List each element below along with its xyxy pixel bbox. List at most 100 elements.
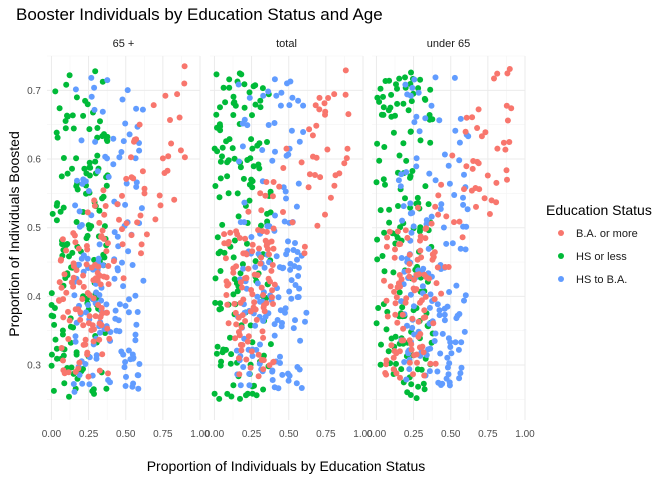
data-point — [128, 174, 135, 181]
data-point — [441, 317, 448, 324]
data-point — [96, 219, 103, 226]
data-point — [240, 296, 247, 303]
data-point — [90, 295, 97, 302]
data-point — [393, 370, 400, 377]
data-point — [128, 154, 134, 161]
data-point — [255, 227, 262, 233]
data-point — [227, 334, 233, 341]
data-point — [392, 311, 399, 318]
data-point — [400, 325, 407, 332]
data-point — [457, 370, 464, 377]
data-point — [377, 85, 384, 92]
data-point — [71, 388, 78, 395]
data-point — [181, 80, 188, 87]
data-point — [249, 339, 256, 346]
data-point — [59, 236, 66, 243]
data-point — [432, 330, 439, 337]
data-point — [386, 77, 393, 84]
data-point — [240, 265, 247, 272]
data-point — [96, 367, 103, 374]
data-point — [70, 125, 77, 132]
data-point — [270, 301, 276, 307]
data-point — [61, 380, 68, 387]
data-point — [277, 360, 283, 366]
data-point — [296, 138, 303, 145]
data-point — [110, 135, 117, 142]
data-point — [276, 183, 283, 190]
data-point — [344, 145, 351, 152]
data-point — [397, 374, 403, 381]
data-point — [257, 190, 264, 197]
data-point — [406, 251, 413, 258]
data-point — [402, 227, 409, 234]
data-point — [420, 380, 427, 387]
data-point — [242, 235, 249, 242]
data-point — [488, 197, 495, 204]
data-point — [427, 345, 434, 352]
data-point — [282, 305, 289, 312]
data-point — [214, 234, 221, 241]
data-point — [118, 149, 125, 155]
x-tick-label: 0.00 — [42, 429, 62, 440]
data-point — [504, 176, 510, 183]
data-point — [63, 289, 70, 296]
data-point — [398, 366, 405, 373]
data-point — [89, 322, 96, 329]
data-point — [134, 219, 141, 226]
data-point — [322, 108, 329, 115]
data-point — [86, 126, 93, 133]
data-point — [405, 267, 412, 274]
data-point — [60, 357, 66, 364]
data-point — [237, 395, 243, 402]
data-point — [88, 264, 95, 271]
data-point — [136, 361, 143, 367]
data-point — [225, 190, 232, 197]
data-point — [381, 229, 388, 236]
data-point — [233, 263, 240, 270]
x-tick-label: 0.25 — [79, 429, 99, 440]
data-point — [252, 258, 259, 265]
data-point — [417, 76, 424, 83]
data-point — [458, 364, 465, 371]
data-point — [405, 107, 412, 114]
data-point — [407, 173, 414, 180]
data-point — [104, 77, 111, 84]
data-point — [249, 112, 255, 119]
data-point — [254, 272, 261, 279]
data-point — [267, 278, 273, 285]
data-point — [88, 93, 95, 100]
data-point — [410, 303, 417, 310]
data-point — [388, 335, 395, 342]
data-point — [332, 172, 339, 179]
data-point — [171, 196, 178, 203]
data-point — [219, 144, 226, 151]
data-point — [223, 292, 230, 298]
data-point — [248, 287, 255, 293]
data-point — [136, 147, 143, 154]
data-point — [385, 348, 392, 355]
data-point — [399, 311, 406, 318]
facet-panel: total 0.00 0.25 0.50 0.75 1.00 — [205, 38, 373, 440]
data-point — [255, 351, 262, 358]
data-point — [116, 301, 123, 308]
data-point — [388, 113, 395, 120]
data-point — [390, 129, 397, 136]
data-point — [228, 393, 235, 400]
data-point — [74, 177, 80, 184]
data-point — [157, 202, 164, 209]
data-point — [120, 275, 127, 282]
data-point — [443, 213, 450, 220]
data-point — [71, 292, 78, 299]
data-point — [458, 339, 465, 346]
data-point — [415, 383, 422, 390]
data-point — [258, 207, 265, 214]
data-point — [415, 85, 422, 92]
data-point — [101, 211, 108, 218]
data-point — [254, 280, 261, 287]
data-point — [260, 386, 267, 393]
data-point — [403, 376, 410, 383]
data-point — [436, 312, 443, 319]
data-point — [295, 273, 302, 279]
data-point — [265, 88, 272, 95]
